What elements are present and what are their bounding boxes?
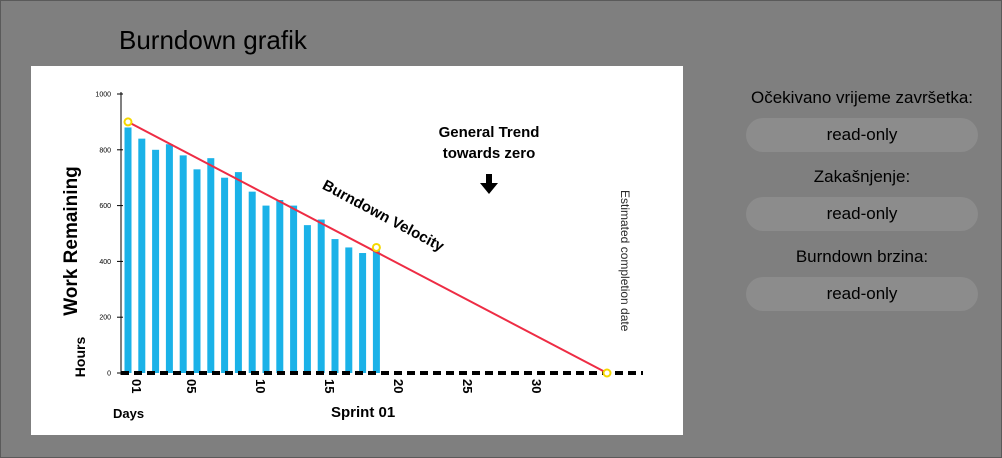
axis-layer bbox=[117, 92, 643, 375]
velocity-label: Burndown Velocity bbox=[320, 177, 448, 256]
y-tick-label: 0 bbox=[107, 371, 111, 378]
metrics-panel: Očekivano vrijeme završetka: read-only Z… bbox=[734, 87, 990, 326]
arrow-down-icon bbox=[480, 174, 498, 194]
y-tick-label: 1000 bbox=[95, 92, 111, 99]
expected-finish-label: Očekivano vrijeme završetka: bbox=[750, 88, 974, 107]
chart-bar bbox=[248, 191, 256, 373]
chart-bar bbox=[152, 149, 160, 373]
chart-bar bbox=[234, 172, 242, 373]
chart-bar bbox=[331, 239, 339, 373]
x-tick-label: 30 bbox=[529, 379, 544, 393]
chart-bar bbox=[303, 225, 311, 373]
y-tick-label: 200 bbox=[99, 315, 111, 322]
line-layer bbox=[123, 117, 612, 378]
velocity-marker bbox=[123, 117, 133, 127]
expected-finish-group: Očekivano vrijeme završetka: read-only bbox=[734, 87, 990, 152]
y-tick-label: 600 bbox=[99, 203, 111, 210]
x-tick-label: 01 bbox=[129, 379, 144, 393]
delay-label: Zakašnjenje: bbox=[813, 167, 911, 186]
x-tick-label: 20 bbox=[391, 379, 406, 393]
y-tick-label: 800 bbox=[99, 147, 111, 154]
chart-bar bbox=[221, 177, 229, 373]
velocity-field: read-only bbox=[746, 277, 978, 311]
chart-bar bbox=[317, 219, 325, 373]
completion-annotation: Estimated completion date bbox=[618, 190, 632, 332]
chart-bar bbox=[345, 247, 353, 373]
x-tick-label: 05 bbox=[184, 379, 199, 393]
velocity-group: Burndown brzina: read-only bbox=[734, 246, 990, 311]
chart-bar bbox=[290, 205, 298, 373]
bars-layer bbox=[124, 127, 380, 373]
burndown-chart: 0 200 400 600 800 1000 01 05 10 15 20 25 30 Work Rema… bbox=[31, 66, 683, 435]
chart-bar bbox=[138, 138, 146, 373]
burndown-chart-svg: 0 200 400 600 800 1000 01 05 10 15 20 25 30 Work Rema… bbox=[61, 92, 643, 421]
x-axis-title: Sprint 01 bbox=[331, 404, 395, 421]
delay-group: Zakašnjenje: read-only bbox=[734, 166, 990, 231]
x-tick-label: 15 bbox=[322, 379, 337, 393]
x-axis-days-label: Days bbox=[113, 406, 144, 421]
expected-finish-field: read-only bbox=[746, 118, 978, 152]
velocity-label: Burndown brzina: bbox=[795, 247, 929, 266]
y-tick-label: 400 bbox=[99, 259, 111, 266]
y-axis-title: Work Remaining bbox=[61, 166, 82, 316]
chart-bar bbox=[165, 144, 173, 373]
chart-bar bbox=[276, 200, 284, 373]
delay-field: read-only bbox=[746, 197, 978, 231]
x-tick-label: 25 bbox=[460, 379, 475, 393]
chart-bar bbox=[207, 158, 215, 373]
chart-bar bbox=[124, 127, 132, 373]
velocity-line bbox=[127, 121, 608, 374]
trend-annotation-line: General Trend bbox=[439, 124, 540, 141]
chart-bar bbox=[359, 253, 367, 373]
velocity-marker bbox=[371, 242, 381, 252]
chart-bar bbox=[262, 205, 270, 373]
velocity-marker bbox=[602, 368, 612, 378]
chart-bar bbox=[193, 169, 201, 373]
chart-bar bbox=[179, 155, 187, 373]
y-axis-unit: Hours bbox=[72, 337, 88, 378]
trend-annotation-line: towards zero bbox=[443, 145, 536, 162]
chart-bar bbox=[372, 247, 380, 373]
page-title: Burndown grafik bbox=[119, 25, 307, 55]
x-tick-label: 10 bbox=[253, 379, 268, 393]
